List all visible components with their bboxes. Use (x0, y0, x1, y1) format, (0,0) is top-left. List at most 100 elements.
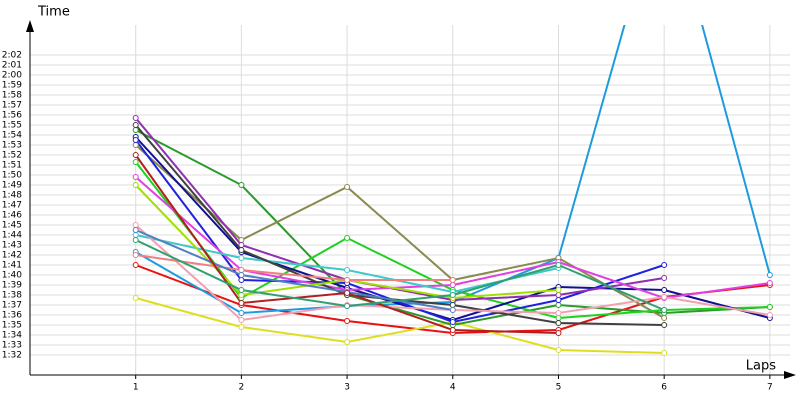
data-point (344, 303, 351, 309)
data-point (661, 307, 668, 313)
series-line (135, 254, 453, 281)
data-point (238, 277, 245, 283)
x-tick-label: 6 (661, 383, 667, 393)
data-point (132, 115, 139, 121)
y-tick-label: 1:50 (2, 171, 22, 181)
y-tick-label: 1:35 (2, 321, 22, 331)
data-point (766, 304, 773, 310)
data-point (449, 327, 456, 333)
data-point (132, 262, 139, 268)
y-tick-label: 1:55 (2, 121, 22, 131)
x-tick-label: 3 (344, 383, 350, 393)
data-point (132, 237, 139, 243)
y-tick-label: 1:45 (2, 221, 22, 231)
x-tick-label: 1 (133, 383, 139, 393)
data-point (661, 294, 668, 300)
data-point (555, 297, 562, 303)
y-tick-label: 2:01 (2, 61, 22, 71)
data-point (766, 272, 773, 278)
y-tick-label: 1:57 (2, 101, 22, 111)
data-point (132, 232, 139, 238)
data-point (238, 324, 245, 330)
y-tick-label: 1:54 (2, 131, 22, 141)
y-tick-label: 1:40 (2, 271, 22, 281)
data-point (238, 300, 245, 306)
data-point (555, 287, 562, 293)
data-point (555, 302, 562, 308)
y-tick-label: 1:48 (2, 191, 22, 201)
data-point (132, 222, 139, 228)
data-point (449, 277, 456, 283)
data-point (449, 307, 456, 313)
data-point (344, 290, 351, 296)
y-tick-label: 1:44 (2, 231, 22, 241)
data-point (132, 174, 139, 180)
y-tick-label: 1:52 (2, 151, 22, 161)
data-point (766, 280, 773, 286)
series-line (134, 139, 665, 324)
data-point (238, 267, 245, 273)
x-axis-label: Laps (746, 359, 776, 374)
data-point (132, 152, 139, 158)
x-tick-label: 2 (239, 383, 245, 393)
data-point (132, 122, 139, 128)
y-tick-label: 1:46 (2, 211, 22, 221)
data-point (555, 330, 562, 336)
data-point (555, 292, 562, 298)
y-tick-label: 1:43 (2, 241, 22, 251)
data-point (344, 339, 351, 345)
data-point (449, 282, 456, 288)
y-tick-label: 1:36 (2, 311, 22, 321)
data-point (449, 302, 456, 308)
y-tick-label: 1:58 (2, 91, 22, 101)
series-line (135, 297, 665, 354)
data-point (661, 287, 668, 293)
data-point (344, 235, 351, 241)
y-axis-label: Time (37, 5, 70, 20)
data-point (766, 312, 773, 318)
data-point (555, 347, 562, 353)
data-point (661, 275, 668, 281)
data-point (555, 262, 562, 268)
data-point (132, 182, 139, 188)
y-tick-label: 1:41 (2, 261, 22, 271)
y-tick-label: 1:49 (2, 181, 22, 191)
data-point (132, 159, 139, 165)
x-tick-label: 4 (450, 383, 456, 393)
data-point (449, 292, 456, 298)
y-tick-label: 1:42 (2, 251, 22, 261)
y-tick-label: 1:53 (2, 141, 22, 151)
data-point (132, 137, 139, 143)
data-point (238, 182, 245, 188)
data-point (449, 319, 456, 325)
y-tick-label: 1:32 (2, 351, 22, 361)
data-point (238, 292, 245, 298)
data-point (132, 252, 139, 258)
data-point (661, 350, 668, 356)
y-tick-label: 1:39 (2, 281, 22, 291)
data-point (344, 267, 351, 273)
grid (30, 25, 790, 375)
data-point (238, 310, 245, 316)
y-tick-label: 1:38 (2, 291, 22, 301)
data-point (344, 318, 351, 324)
data-point (344, 184, 351, 190)
x-tick-label: 5 (556, 383, 562, 393)
data-point (344, 277, 351, 283)
data-point (238, 255, 245, 261)
data-point (132, 127, 139, 133)
y-tick-label: 1:33 (2, 341, 22, 351)
data-point (132, 142, 139, 148)
y-tick-label: 1:56 (2, 111, 22, 121)
data-point (238, 272, 245, 278)
y-tick-label: 1:37 (2, 301, 22, 311)
y-axis-arrow (26, 20, 34, 32)
data-point (555, 315, 562, 321)
y-tick-label: 1:59 (2, 81, 22, 91)
series-line (135, 239, 665, 311)
x-axis-arrow (784, 371, 796, 379)
series-layer (132, 25, 773, 356)
y-tick-label: 1:34 (2, 331, 22, 341)
y-tick-label: 2:02 (2, 51, 22, 61)
data-point (555, 320, 562, 326)
